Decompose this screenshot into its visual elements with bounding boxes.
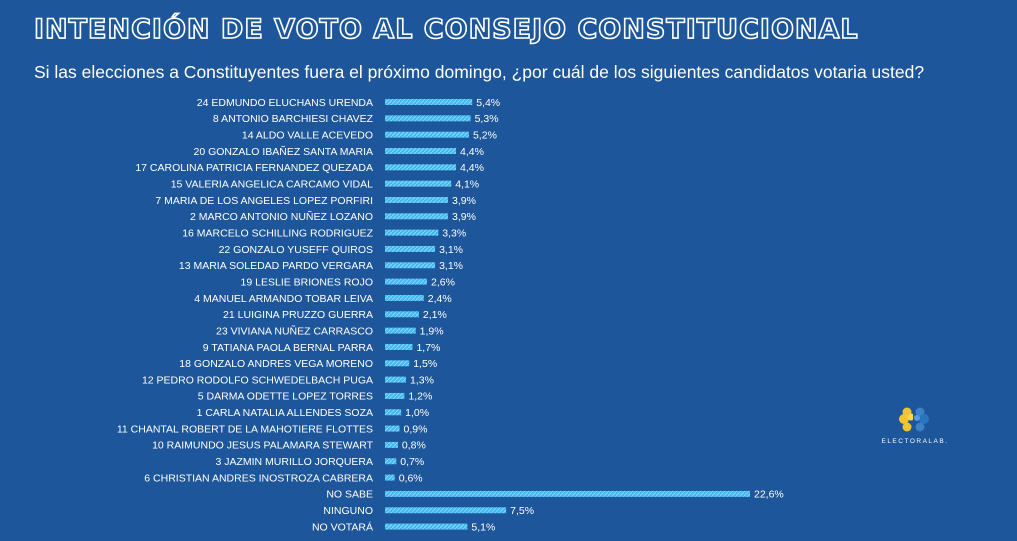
bar: [385, 294, 424, 301]
category-label: 11 CHANTAL ROBERT DE LA MAHOTIERE FLOTTE…: [117, 423, 373, 435]
bar: [385, 474, 395, 481]
value-label: 0,6%: [399, 472, 423, 484]
category-label: 13 MARIA SOLEDAD PARDO VERGARA: [179, 260, 373, 272]
value-label: 5,4%: [476, 97, 500, 109]
value-label: 1,5%: [413, 358, 437, 370]
value-label: 1,7%: [416, 342, 440, 354]
value-label: 2,1%: [423, 309, 447, 321]
value-label: 0,8%: [402, 440, 426, 452]
logo-text: ELECTORALAB.: [881, 438, 949, 445]
value-label: 2,6%: [431, 276, 455, 288]
bar: [385, 131, 469, 138]
bar: [385, 147, 457, 154]
bar: [385, 311, 419, 318]
chart-subtitle: Si las elecciones a Constituyentes fuera…: [34, 62, 925, 82]
bar: [385, 213, 448, 220]
category-label: 8 ANTONIO BARCHIESI CHAVEZ: [213, 113, 374, 125]
category-label: 9 TATIANA PAOLA BERNAL PARRA: [203, 342, 373, 354]
bar: [385, 392, 405, 399]
category-label: 20 GONZALO IBAÑEZ SANTA MARIA: [193, 145, 373, 158]
category-label: NO SABE: [326, 489, 373, 501]
bar: [385, 360, 410, 367]
category-label: 18 GONZALO ANDRES VEGA MORENO: [179, 358, 373, 370]
bar: [385, 523, 468, 530]
value-label: 3,1%: [439, 260, 463, 272]
bar: [385, 115, 471, 122]
category-label: 24 EDMUNDO ELUCHANS URENDA: [197, 97, 373, 109]
value-label: 7,5%: [510, 505, 534, 517]
value-label: 4,4%: [460, 146, 484, 158]
category-label: 6 CHRISTIAN ANDRES INOSTROZA CABRERA: [144, 472, 373, 484]
bar: [385, 164, 457, 171]
value-label: 1,9%: [420, 325, 444, 337]
category-label: 17 CAROLINA PATRICIA FERNANDEZ QUEZADA: [135, 162, 373, 174]
category-label: 3 JAZMIN MURILLO JORQUERA: [215, 456, 373, 468]
bar: [385, 196, 448, 203]
category-label: 5 DARMA ODETTE LOPEZ TORRES: [198, 391, 373, 403]
category-label: 14 ALDO VALLE ACEVEDO: [242, 129, 373, 141]
bars-group: 24 EDMUNDO ELUCHANS URENDA 5,4% 8 ANTONIO …: [117, 97, 784, 534]
value-label: 2,4%: [428, 293, 452, 305]
bar: [385, 343, 413, 350]
category-label: NINGUNO: [323, 505, 373, 517]
value-label: 5,1%: [471, 521, 495, 533]
category-label: NO VOTARÁ: [312, 520, 373, 533]
value-label: 1,2%: [408, 391, 432, 403]
category-label: 15 VALERIA ANGELICA CARCAMO VIDAL: [171, 178, 373, 190]
bar: [385, 245, 436, 252]
value-label: 1,0%: [405, 407, 429, 419]
bar: [385, 441, 398, 448]
bar: [385, 490, 750, 497]
category-label: 4 MANUEL ARMANDO TOBAR LEIVA: [194, 293, 373, 305]
bar: [385, 229, 439, 236]
value-label: 3,9%: [452, 195, 476, 207]
value-label: 4,4%: [460, 162, 484, 174]
bar: [385, 99, 473, 105]
value-label: 0,7%: [400, 456, 424, 468]
bar: [385, 507, 507, 514]
category-label: 23 VIVIANA NUÑEZ CARRASCO: [216, 324, 373, 337]
bar: [385, 278, 427, 285]
value-label: 0,9%: [404, 423, 428, 435]
value-label: 1,3%: [410, 374, 434, 386]
chart-title: INTENCIÓN DE VOTO AL CONSEJO CONSTITUCIO…: [33, 13, 859, 46]
bar: [385, 327, 416, 334]
value-label: 3,9%: [452, 211, 476, 223]
category-label: 16 MARCELO SCHILLING RODRIGUEZ: [182, 227, 373, 239]
brain-icon: [899, 407, 929, 432]
category-label: 10 RAIMUNDO JESUS PALAMARA STEWART: [152, 440, 374, 452]
category-label: 22 GONZALO YUSEFF QUIROS: [219, 244, 373, 256]
value-label: 3,1%: [439, 244, 463, 256]
bar: [385, 458, 397, 465]
category-label: 21 LUIGINA PRUZZO GUERRA: [223, 309, 373, 321]
bar: [385, 262, 436, 269]
category-label: 19 LESLIE BRIONES ROJO: [241, 276, 373, 288]
value-label: 4,1%: [455, 178, 479, 190]
bar: [385, 425, 400, 432]
category-label: 12 PEDRO RODOLFO SCHWEDELBACH PUGA: [142, 374, 373, 386]
category-label: 2 MARCO ANTONIO NUÑEZ LOZANO: [190, 210, 373, 223]
category-label: 7 MARIA DE LOS ANGELES LOPEZ PORFIRI: [155, 195, 373, 207]
bar: [385, 376, 406, 383]
bar: [385, 180, 452, 187]
value-label: 5,3%: [475, 113, 499, 125]
category-label: 1 CARLA NATALIA ALLENDES SOZA: [197, 407, 373, 419]
value-label: 5,2%: [473, 129, 497, 141]
value-label: 22,6%: [754, 489, 784, 501]
bar: [385, 409, 402, 416]
value-label: 3,3%: [442, 227, 466, 239]
electoralab-logo: ELECTORALAB.: [880, 404, 950, 448]
